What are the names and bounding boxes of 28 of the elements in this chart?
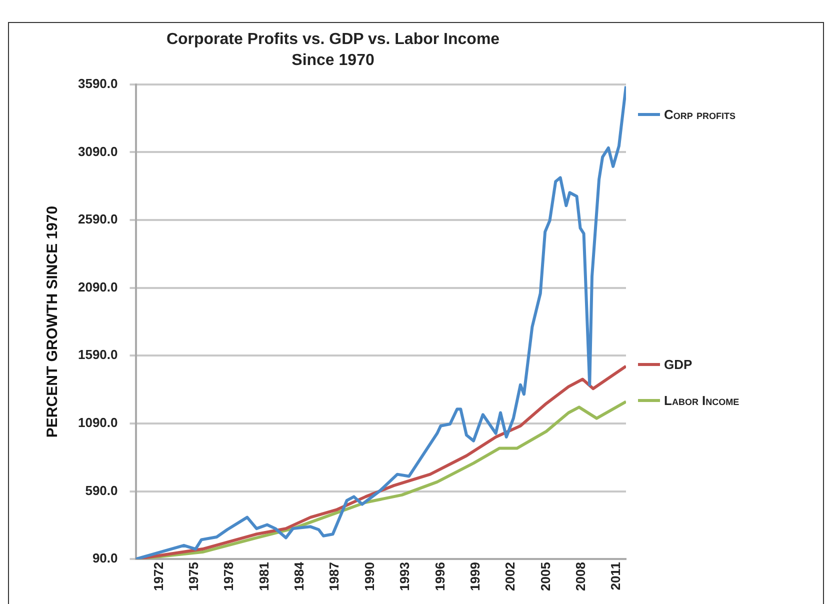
y-tick-label: 90.0 [92,550,118,566]
y-tick-label: 3090.0 [78,144,118,159]
x-tick-label: 1975 [186,562,201,591]
chart-title: Corporate Profits vs. GDP vs. Labor Income [166,31,500,48]
x-tick-label: 1987 [326,562,342,591]
chart-subtitle: Since 1970 [292,52,374,70]
x-tick-label: 1996 [432,562,448,591]
x-tick-label: 1981 [256,562,272,591]
y-tick-label: 2090.0 [78,279,118,294]
x-tick-label: 2008 [573,562,588,591]
x-tick-label: 2002 [502,562,518,591]
y-tick-label: 590.0 [85,482,118,498]
x-tick-label: 1978 [221,562,236,591]
x-tick-label: 1984 [292,561,307,591]
legend-label: GDP [664,357,692,372]
x-tick-label: 1990 [362,562,377,591]
y-axis-title: PERCENT GROWTH SINCE 1970 [44,206,62,438]
y-tick-label: 1590.0 [78,347,118,362]
y-tick-label: 2590.0 [78,212,118,227]
y-tick-label: 3590.0 [78,76,118,91]
x-tick-label: 2011 [608,562,624,590]
x-tick-label: 2005 [538,562,553,591]
x-tick-label: 1972 [150,562,166,591]
legend-label: Corp profits [664,107,736,122]
y-tick-label: 1090.0 [78,415,118,430]
x-tick-label: 1993 [397,562,412,591]
x-tick-label: 1999 [467,562,482,591]
legend-label: Labor Income [664,392,740,408]
